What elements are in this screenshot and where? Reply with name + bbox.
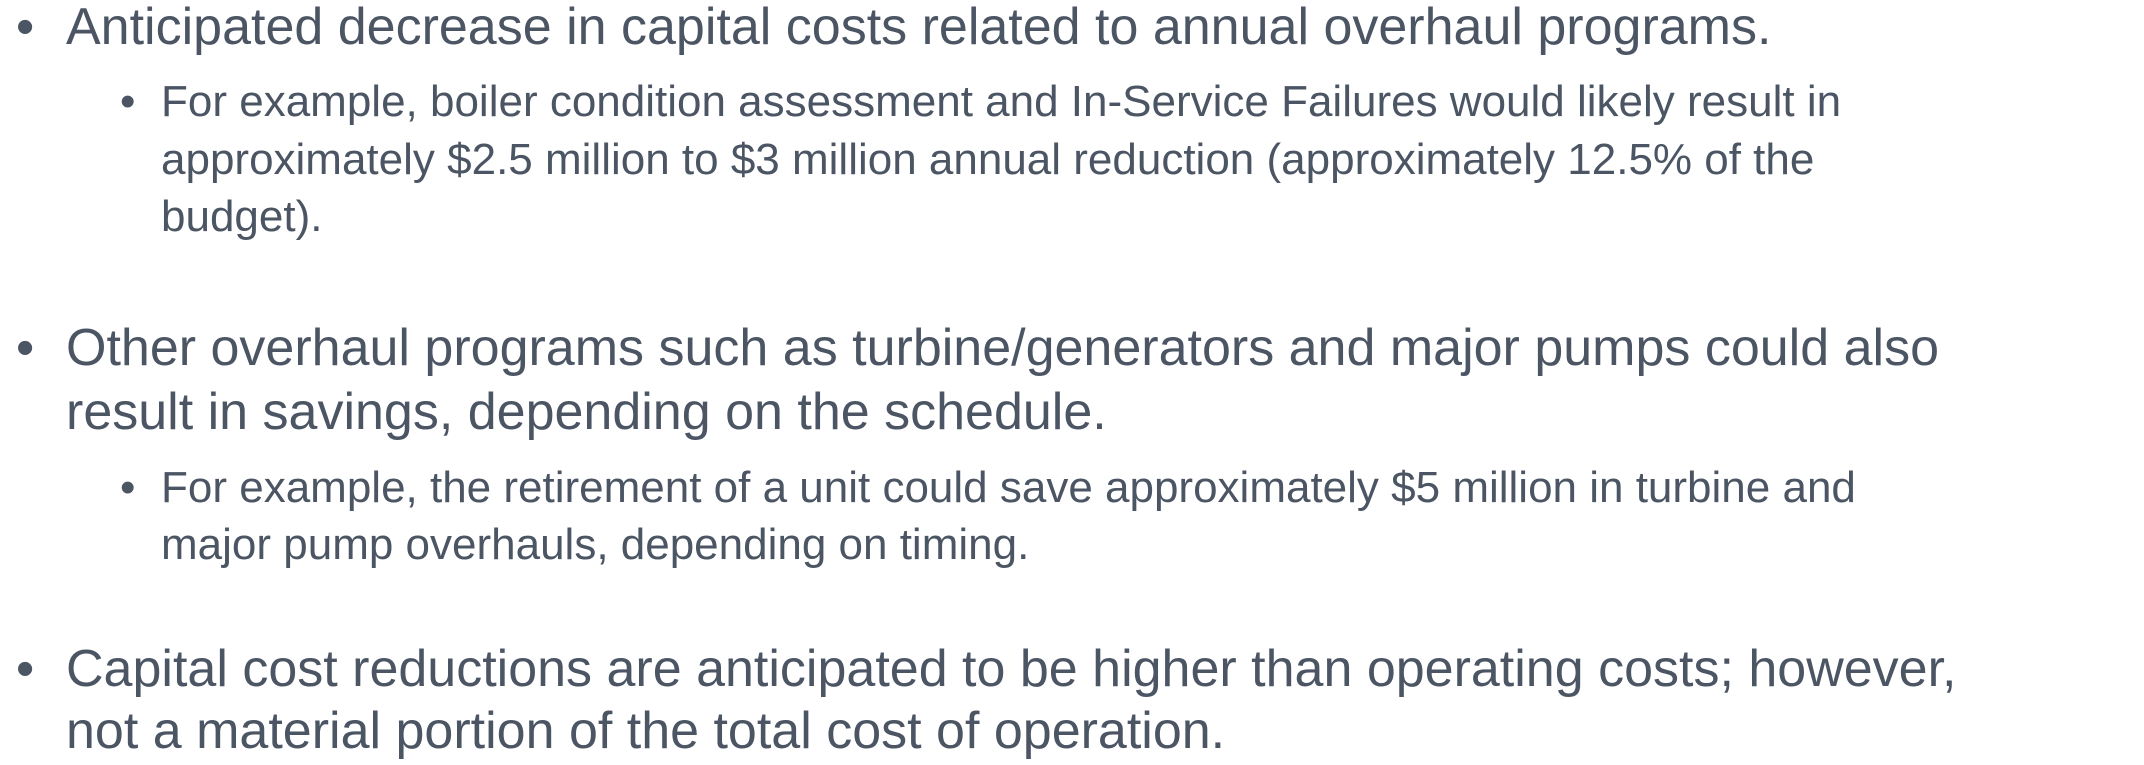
- bullet-text: Anticipated decrease in capital costs re…: [66, 0, 1772, 57]
- sub-bullet-text: approximately $2.5 million to $3 million…: [161, 135, 1815, 185]
- sub-bullet-text: For example, the retirement of a unit co…: [161, 463, 1856, 513]
- bullet-text: Other overhaul programs such as turbine/…: [66, 319, 1939, 378]
- sub-bullet-text: budget).: [161, 192, 323, 242]
- bullet-dot: •: [16, 640, 35, 699]
- bullet-dot: •: [16, 0, 35, 57]
- bullet-text: not a material portion of the total cost…: [66, 702, 1226, 761]
- sub-bullet-text: major pump overhauls, depending on timin…: [161, 520, 1030, 570]
- bullet-dot: •: [16, 319, 35, 378]
- bullet-text: result in savings, depending on the sche…: [66, 383, 1107, 442]
- sub-bullet-dot: •: [120, 463, 136, 513]
- sub-bullet-dot: •: [120, 77, 136, 127]
- sub-bullet-text: For example, boiler condition assessment…: [161, 77, 1842, 127]
- bullet-text: Capital cost reductions are anticipated …: [66, 640, 1957, 699]
